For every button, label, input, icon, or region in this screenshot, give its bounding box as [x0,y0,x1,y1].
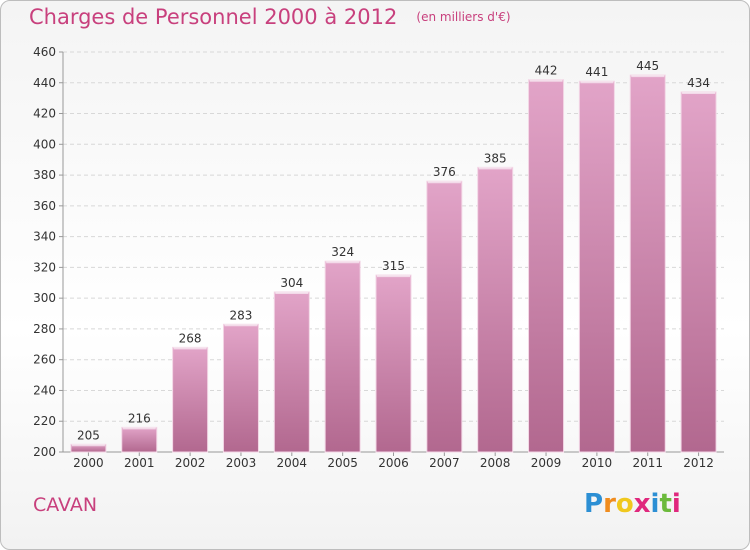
data-label: 434 [687,76,710,90]
bar[interactable] [528,79,565,453]
logo-letter: i [671,489,681,519]
data-label: 376 [433,165,456,179]
bar[interactable] [426,180,463,453]
x-tick-label: 2004 [277,456,308,470]
bar[interactable] [273,291,310,453]
chart-subtitle: (en milliers d'€) [416,10,511,24]
bar-chart: 200 220 240 260 280 300 320 340 360 380 400 420 440 4… [33,45,724,470]
bar[interactable] [121,426,158,453]
x-tick-label: 2007 [429,456,460,470]
x-tick-label: 2010 [582,456,613,470]
data-label: 324 [331,245,354,259]
data-label: 442 [535,64,558,78]
data-label: 315 [382,259,405,273]
y-tick-label: 280 [33,322,56,336]
x-tick-label: 2006 [378,456,409,470]
x-tick-label: 2011 [632,456,663,470]
x-tick-label: 2012 [683,456,714,470]
title-row: Charges de Personnel 2000 à 2012 (en mil… [29,5,511,29]
chart-title: Charges de Personnel 2000 à 2012 [29,5,398,29]
logo-letter: t [659,489,672,519]
y-tick-label: 420 [33,107,56,121]
x-tick-label: 2008 [480,456,511,470]
logo-letter: i [650,489,660,519]
data-label: 216 [128,411,151,425]
y-tick-label: 440 [33,76,56,90]
bar[interactable] [375,274,412,453]
data-label: 385 [484,151,507,165]
data-label: 441 [585,65,608,79]
data-label: 283 [230,308,253,322]
bar[interactable] [222,323,259,453]
y-tick-label: 460 [33,45,56,59]
y-tick-label: 320 [33,260,56,274]
y-tick-label: 340 [33,230,56,244]
logo-letter: o [615,489,634,519]
bar[interactable] [477,166,514,453]
y-tick-label: 300 [33,291,56,305]
x-tick-label: 2009 [531,456,562,470]
data-label: 205 [77,428,100,442]
bar[interactable] [629,74,666,453]
data-label: 304 [280,276,303,290]
logo-letter: x [633,489,651,519]
data-label: 268 [179,331,202,345]
x-tick-label: 2001 [124,456,155,470]
y-tick-label: 200 [33,445,56,459]
place-name: CAVAN [33,494,98,516]
bar[interactable] [324,260,361,453]
bar[interactable] [172,346,209,453]
x-tick-label: 2003 [226,456,257,470]
logo-letter: P [584,489,604,519]
logo-letter: r [603,489,616,519]
data-label: 445 [636,59,659,73]
bar[interactable] [578,80,615,453]
y-tick-label: 360 [33,199,56,213]
y-tick-label: 400 [33,137,56,151]
y-tick-label: 260 [33,353,56,367]
bar[interactable] [680,91,717,453]
x-tick-label: 2000 [73,456,104,470]
proxiti-logo[interactable]: Proxiti [584,489,681,519]
y-tick-label: 380 [33,168,56,182]
x-tick-label: 2005 [327,456,358,470]
y-tick-label: 240 [33,383,56,397]
x-tick-label: 2002 [175,456,206,470]
y-tick-label: 220 [33,414,56,428]
